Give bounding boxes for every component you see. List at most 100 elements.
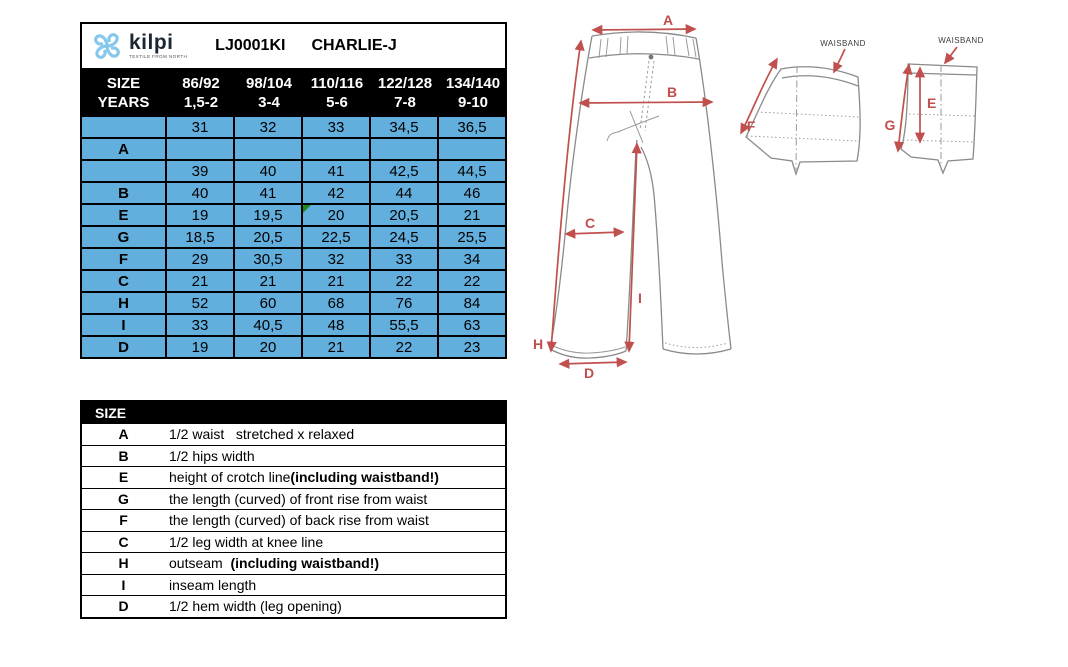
legend-table: SIZE A 1/2 waist stretched x relaxed B 1/2 … [80, 400, 507, 619]
value-cell [167, 139, 233, 159]
value-cell: 68 [303, 293, 369, 313]
value-cell: 22 [371, 271, 437, 291]
value-cell: 48 [303, 315, 369, 335]
legend-description: 1/2 hips width [165, 446, 505, 467]
row-label-cell: F [82, 249, 165, 269]
value-cell: 22,5 [303, 227, 369, 247]
value-cell: 19 [167, 337, 233, 357]
legend-letter: I [121, 576, 126, 593]
value-cell: 34 [439, 249, 505, 269]
size-column-header-110-116: 110/116 5-6 [303, 70, 371, 115]
value-cell: 42,5 [371, 161, 437, 181]
title-bar: kilpi TEXTILE FROM NORTH LJ0001KI CHARLI… [80, 22, 507, 70]
value-cell [235, 139, 301, 159]
legend-letter: E [118, 469, 129, 486]
row-label-cell [82, 117, 165, 137]
value-cell: 84 [439, 293, 505, 313]
row-label-cell: A [82, 139, 165, 159]
value-cell: 21 [303, 337, 369, 357]
legend-description: 1/2 waist stretched x relaxed [165, 424, 505, 445]
value-cell: 20 [235, 337, 301, 357]
years-value: 9-10 [457, 93, 489, 111]
value-cell: 32 [303, 249, 369, 269]
size-table-body: 31 32 33 34,5 36,5 A 39 40 41 42,5 44,5 B 40 41 42 44 46… [80, 115, 507, 359]
measure-label-g: G [885, 117, 896, 133]
row-label-cell: D [82, 337, 165, 357]
value-cell: 63 [439, 315, 505, 335]
value-cell: 42 [303, 183, 369, 203]
size-table: kilpi TEXTILE FROM NORTH LJ0001KI CHARLI… [80, 22, 507, 359]
measure-label-d: D [584, 365, 594, 381]
value-cell: 34,5 [371, 117, 437, 137]
legend-description: the length (curved) of back rise from wa… [165, 510, 505, 531]
value-cell: 32 [235, 117, 301, 137]
value-cell: 19 [167, 205, 233, 225]
value-cell: 22 [439, 271, 505, 291]
corner-years-label: YEARS [97, 93, 150, 111]
value-cell: 40,5 [235, 315, 301, 335]
legend-text-bold: (including waistband!) [290, 469, 439, 486]
years-value: 7-8 [394, 93, 416, 111]
value-cell: 33 [303, 117, 369, 137]
legend-text-bold: (including waistband!) [230, 555, 380, 572]
size-column-header-86-92: 86/92 1,5-2 [167, 70, 235, 115]
value-cell: 52 [167, 293, 233, 313]
corner-cell: SIZE YEARS [80, 70, 167, 115]
product-code: LJ0001KI [215, 37, 286, 54]
measure-label-b: B [667, 84, 677, 100]
value-cell: 25,5 [439, 227, 505, 247]
row-label-cell: C [82, 271, 165, 291]
legend-letter: B [118, 447, 129, 464]
pants-outline [549, 31, 732, 359]
value-cell: 20,5 [371, 205, 437, 225]
legend-letter: C [118, 533, 129, 550]
product-name: CHARLIE-J [311, 37, 397, 54]
kilpi-knot-icon [94, 33, 120, 59]
legend-text: the length (curved) of front rise from w… [169, 490, 428, 507]
row-label-cell: H [82, 293, 165, 313]
value-cell: 24,5 [371, 227, 437, 247]
value-cell [439, 139, 505, 159]
logo-brand: kilpi [129, 31, 174, 55]
legend-text: outseam [169, 555, 231, 572]
legend-text: height of crotch line [169, 469, 291, 486]
value-cell: 40 [235, 161, 301, 181]
value-cell: 33 [167, 315, 233, 335]
value-cell [303, 139, 369, 159]
legend-letter: A [118, 426, 129, 443]
value-cell: 76 [371, 293, 437, 313]
value-cell: 19,5 [235, 205, 301, 225]
kilpi-logo: kilpi TEXTILE FROM NORTH [89, 28, 187, 64]
size-value: 110/116 [310, 74, 364, 92]
legend-text: 1/2 waist stretched x relaxed [169, 426, 355, 443]
value-cell: 41 [303, 161, 369, 181]
value-cell: 22 [371, 337, 437, 357]
legend-letter: H [118, 555, 129, 572]
legend-header: SIZE [82, 402, 505, 423]
size-column-header-98-104: 98/104 3-4 [235, 70, 303, 115]
row-label-cell: E [82, 205, 165, 225]
size-column-header-134-140: 134/140 9-10 [439, 70, 507, 115]
value-cell: 39 [167, 161, 233, 181]
waistband-label-right: WAISBAND [938, 36, 984, 45]
row-label-cell: G [82, 227, 165, 247]
legend-description: outseam (including waistband!) [165, 553, 505, 574]
value-cell: 44 [371, 183, 437, 203]
legend-row-D: D 1/2 hem width (leg opening) [82, 595, 505, 617]
size-value: 86/92 [182, 74, 220, 92]
measure-label-a: A [663, 12, 673, 28]
size-value: 122/128 [377, 74, 433, 92]
button-icon [648, 54, 654, 60]
value-cell: 40 [167, 183, 233, 203]
size-column-header-122-128: 122/128 7-8 [371, 70, 439, 115]
legend-letter: F [119, 512, 128, 529]
value-cell: 23 [439, 337, 505, 357]
value-cell: 21 [303, 271, 369, 291]
measure-label-f: F [747, 118, 756, 134]
measure-label-e: E [927, 95, 936, 111]
legend-description: height of crotch line (including waistban… [165, 467, 505, 488]
